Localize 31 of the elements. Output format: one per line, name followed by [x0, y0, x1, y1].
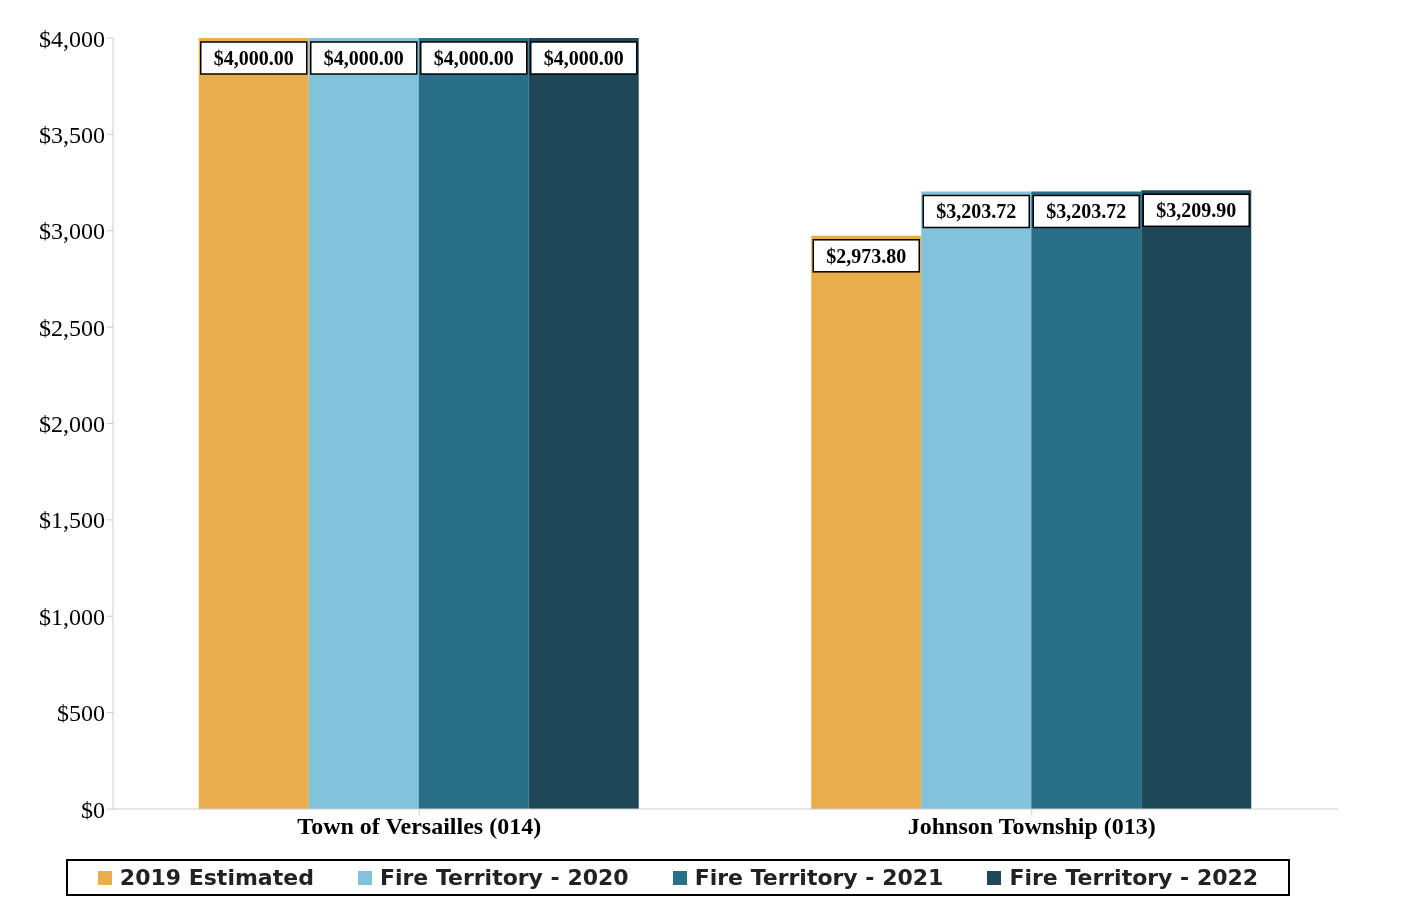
bar	[1031, 191, 1142, 809]
y-tick-label: $2,000	[39, 411, 105, 438]
data-label: $3,203.72	[936, 200, 1017, 223]
y-tick-label: $0	[81, 796, 105, 823]
data-label: $3,209.90	[1156, 199, 1237, 222]
y-tick-label: $3,500	[39, 121, 105, 148]
y-tick-label: $1,500	[39, 507, 105, 534]
legend-label: Fire Territory - 2021	[693, 865, 944, 890]
data-label: $4,000.00	[213, 47, 294, 69]
data-label: $4,000.00	[323, 47, 404, 69]
bar	[921, 191, 1032, 809]
bar	[418, 38, 529, 809]
legend-label: 2019 Estimated	[118, 865, 314, 890]
y-tick-label: $4,000	[39, 25, 105, 52]
y-tick-label: $500	[57, 700, 105, 727]
bar	[811, 235, 922, 809]
legend-label: Fire Territory - 2020	[378, 865, 629, 890]
bar	[1141, 190, 1252, 809]
bar	[308, 38, 419, 809]
y-tick-label: $2,500	[39, 314, 105, 341]
legend-label: Fire Territory - 2022	[1008, 865, 1259, 890]
data-label: $3,203.72	[1046, 200, 1127, 223]
bar	[198, 38, 309, 809]
y-tick-label: $1,000	[39, 603, 105, 630]
data-label: $4,000.00	[543, 47, 624, 69]
data-label: $4,000.00	[433, 47, 514, 69]
bar	[528, 38, 639, 809]
data-label: $2,973.80	[826, 244, 907, 267]
x-tick-label: Town of Versailles (014)	[297, 813, 542, 840]
x-tick-label: Johnson Township (013)	[907, 813, 1156, 840]
y-tick-label: $3,000	[39, 218, 105, 245]
